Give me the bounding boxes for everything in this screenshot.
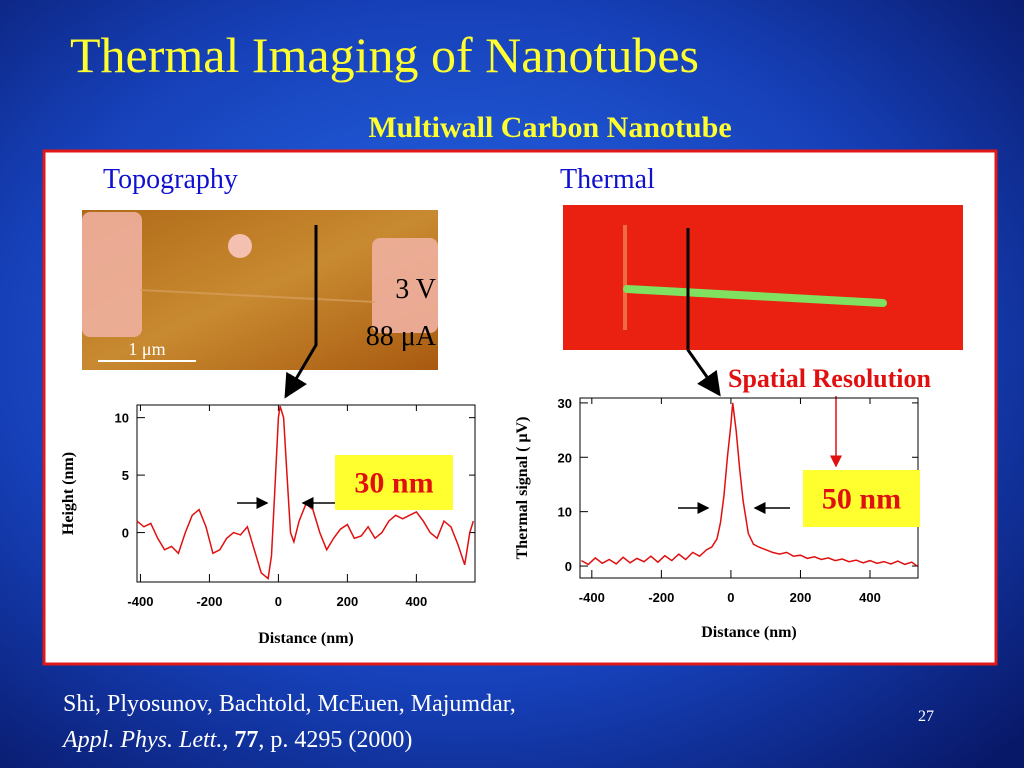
x-tick-label: 0 — [727, 590, 734, 605]
topography-image — [82, 210, 438, 370]
x-tick-label: 0 — [275, 594, 282, 609]
data-line — [581, 402, 918, 567]
y-tick-label: 30 — [558, 396, 572, 411]
x-tick-label: -400 — [579, 590, 605, 605]
y-tick-label: 5 — [122, 468, 129, 483]
x-tick-label: -400 — [127, 594, 153, 609]
annotation: 50 nm — [822, 483, 901, 516]
y-tick-label: 10 — [115, 411, 129, 426]
x-axis-label: Distance (nm) — [701, 624, 797, 641]
panel-label: Thermal — [560, 164, 655, 195]
x-axis-label: Distance (nm) — [258, 630, 354, 647]
x-tick-label: -200 — [196, 594, 222, 609]
pointer-arrow — [686, 228, 721, 397]
x-tick-label: 200 — [790, 590, 812, 605]
scale-bar-label: 1 μm — [128, 339, 165, 359]
y-tick-label: 0 — [565, 559, 572, 574]
pages: , p. 4295 (2000) — [258, 727, 413, 753]
x-tick-label: -200 — [648, 590, 674, 605]
citation: Shi, Plyosunov, Bachtold, McEuen, Majumd… — [63, 686, 516, 758]
subtitle: Multiwall Carbon Nanotube — [368, 111, 731, 144]
y-axis-label: Height (nm) — [60, 452, 77, 535]
y-tick-label: 10 — [558, 505, 572, 520]
annotation: 30 nm — [354, 467, 433, 500]
y-tick-label: 20 — [558, 450, 572, 465]
pointer-arrow — [284, 225, 318, 399]
plot-frame — [136, 404, 476, 583]
volume: 77 — [234, 727, 259, 753]
annotation-box — [335, 455, 453, 510]
title: Thermal Imaging of Nanotubes — [70, 27, 699, 83]
panel-label: Topography — [103, 164, 238, 195]
annotation-box — [803, 470, 920, 527]
reference: Appl. Phys. Lett., 77, p. 4295 (2000) — [63, 722, 516, 758]
page-number: 27 — [918, 708, 934, 725]
data-line — [136, 405, 475, 581]
y-tick-label: 0 — [122, 526, 129, 541]
image-label: 3 V — [395, 274, 436, 305]
journal: Appl. Phys. Lett., — [63, 727, 229, 753]
x-tick-label: 400 — [406, 594, 428, 609]
image-label: 88 μA — [366, 321, 437, 352]
callout: Spatial Resolution — [728, 364, 932, 393]
thermal-image — [563, 205, 963, 350]
authors: Shi, Plyosunov, Bachtold, McEuen, Majumd… — [63, 691, 516, 717]
x-tick-label: 400 — [859, 590, 881, 605]
x-tick-label: 200 — [337, 594, 359, 609]
y-axis-label: Thermal signal ( μV) — [514, 417, 531, 560]
